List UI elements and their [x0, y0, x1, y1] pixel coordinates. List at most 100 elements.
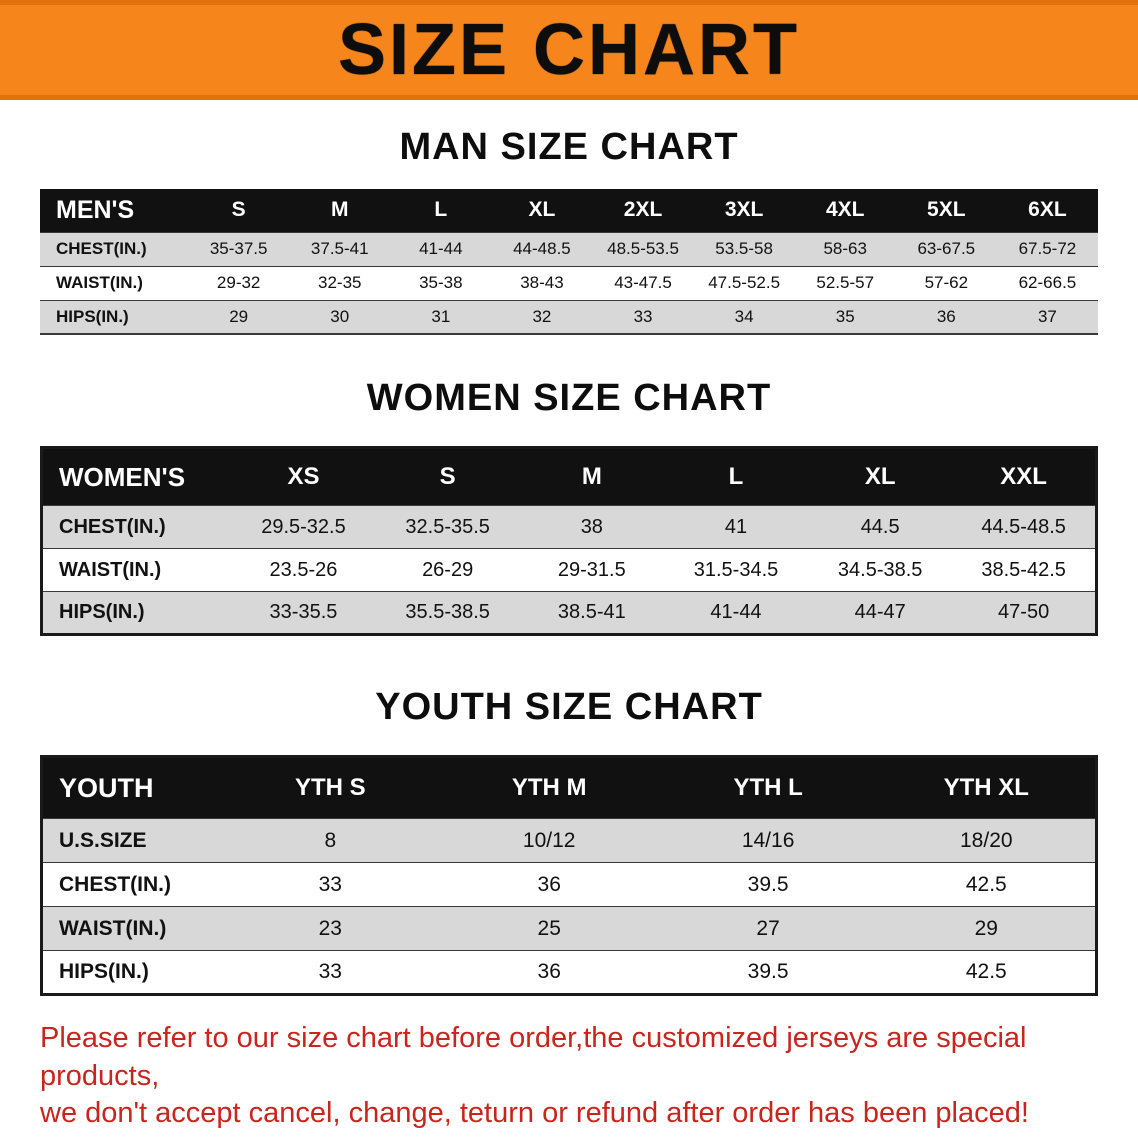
value-cell: 37	[1037, 306, 1057, 326]
row-label-cell: HIPS(IN.)	[56, 306, 129, 326]
table-row: WAIST(IN.) 23.5-26 26-29 29-31.5 31.5-34.5 34…	[41, 548, 1097, 592]
row-label-cell: CHEST(IN.)	[56, 239, 147, 258]
size-header-cell: S	[375, 447, 520, 506]
row-label-cell: WAIST(IN.)	[56, 273, 143, 292]
size-header-cell: 4XL	[794, 189, 896, 232]
value-cell: 33	[633, 306, 653, 326]
value-cell: 36	[537, 960, 561, 983]
value-cell: 33	[318, 960, 342, 983]
value-cell: 37.5-41	[310, 239, 369, 258]
value-cell: 35	[835, 306, 855, 326]
value-cell: 27	[756, 916, 780, 940]
value-cell: 36	[537, 872, 561, 896]
youth-size-table: YOUTH YTH S YTH M YTH L YTH XL U.S.SIZE 8 10/12…	[40, 755, 1098, 996]
value-cell: 23.5-26	[269, 558, 338, 581]
disclaimer-line-2: we don't accept cancel, change, teturn o…	[40, 1097, 1029, 1130]
row-label-cell: WAIST(IN.)	[59, 916, 167, 940]
size-header-cell: YTH M	[439, 756, 659, 819]
value-cell: 38.5-42.5	[981, 558, 1066, 581]
youth-size-section: YOUTH SIZE CHART YOUTH YTH S YTH M YTH L YTH…	[0, 686, 1138, 996]
men-section-heading: MAN SIZE CHART	[399, 126, 739, 168]
table-row: HIPS(IN.) 33 36 39.5 42.5	[41, 950, 1097, 995]
value-cell: 31	[431, 306, 451, 326]
value-cell: 44-47	[854, 601, 906, 623]
table-row: WAIST(IN.) 29-32 32-35 35-38 38-43 43-47.5 47.…	[40, 266, 1098, 300]
table-row: HIPS(IN.) 33-35.5 35.5-38.5 38.5-41 41-44 44-…	[41, 591, 1097, 635]
value-cell: 34.5-38.5	[837, 558, 923, 581]
row-label-cell: U.S.SIZE	[59, 828, 147, 852]
value-cell: 67.5-72	[1018, 239, 1077, 258]
value-cell: 29.5-32.5	[261, 515, 346, 538]
value-cell: 29	[974, 916, 998, 940]
value-cell: 31.5-34.5	[693, 558, 779, 581]
value-cell: 47-50	[998, 601, 1050, 623]
value-cell: 36	[936, 306, 956, 326]
size-header-cell: 3XL	[693, 189, 795, 232]
size-header-cell: XL	[808, 447, 953, 506]
youth-section-heading: YOUTH SIZE CHART	[375, 686, 763, 728]
value-cell: 39.5	[747, 872, 789, 896]
table-row: CHEST(IN.) 29.5-32.5 32.5-35.5 38 41 44.5 44.5…	[41, 505, 1097, 549]
size-header-cell: 5XL	[895, 189, 997, 232]
size-header-cell: M	[519, 447, 664, 506]
men-size-section: MAN SIZE CHART MEN'S S M L XL 2XL 3XL 4XL 5XL 6XL…	[0, 126, 1138, 335]
value-cell: 53.5-58	[715, 239, 773, 258]
table-header-row: YOUTH YTH S YTH M YTH L YTH XL	[41, 756, 1097, 819]
value-cell: 29	[229, 306, 249, 326]
table-row: WAIST(IN.) 23 25 27 29	[41, 906, 1097, 951]
size-header-cell: 2XL	[592, 189, 694, 232]
value-cell: 41	[724, 515, 748, 538]
value-cell: 62-66.5	[1018, 273, 1077, 292]
value-cell: 29-32	[216, 273, 261, 292]
value-cell: 52.5-57	[816, 273, 875, 292]
table-row: HIPS(IN.) 29 30 31 32 33 34 35 36 37	[40, 300, 1098, 334]
value-cell: 58-63	[823, 239, 867, 258]
table-title-cell: YOUTH	[41, 756, 221, 819]
value-cell: 10/12	[522, 828, 576, 852]
disclaimer-line-1: Please refer to our size chart before or…	[40, 1022, 1027, 1092]
value-cell: 44-48.5	[513, 239, 571, 258]
value-cell: 44.5-48.5	[981, 515, 1066, 538]
value-cell: 38-43	[520, 273, 564, 292]
row-label-cell: WAIST(IN.)	[59, 558, 162, 581]
size-header-cell: XS	[231, 447, 376, 506]
size-header-cell: YTH S	[220, 756, 440, 819]
value-cell: 14/16	[741, 828, 795, 852]
value-cell: 33-35.5	[269, 601, 338, 623]
value-cell: 57-62	[924, 273, 969, 292]
value-cell: 39.5	[747, 960, 789, 983]
value-cell: 8	[324, 828, 337, 852]
size-header-cell: 6XL	[996, 189, 1098, 232]
value-cell: 23	[318, 916, 342, 940]
size-header-cell: M	[289, 189, 391, 232]
size-header-cell: XXL	[952, 447, 1097, 506]
row-label-cell: CHEST(IN.)	[59, 515, 166, 538]
table-row: CHEST(IN.) 35-37.5 37.5-41 41-44 44-48.5 48.5…	[40, 232, 1098, 266]
table-header-row: WOMEN'S XS S M L XL XXL	[41, 447, 1097, 506]
value-cell: 48.5-53.5	[607, 239, 679, 258]
value-cell: 35-38	[419, 273, 463, 292]
value-cell: 29-31.5	[557, 558, 626, 581]
table-title-cell: MEN'S	[40, 189, 189, 232]
value-cell: 43-47.5	[614, 273, 672, 292]
value-cell: 34	[734, 306, 754, 326]
size-chart-content: MAN SIZE CHART MEN'S S M L XL 2XL 3XL 4XL 5XL 6XL…	[0, 126, 1138, 1133]
value-cell: 32	[532, 306, 552, 326]
value-cell: 26-29	[422, 558, 474, 581]
women-size-table: WOMEN'S XS S M L XL XXL CHEST(IN.) 29.5-32.5 32.5…	[40, 446, 1098, 636]
value-cell: 44.5	[860, 515, 900, 538]
table-row: U.S.SIZE 8 10/12 14/16 18/20	[41, 818, 1097, 863]
size-header-cell: XL	[491, 189, 593, 232]
value-cell: 41-44	[419, 239, 463, 258]
table-row: CHEST(IN.) 33 36 39.5 42.5	[41, 862, 1097, 907]
value-cell: 35-37.5	[209, 239, 268, 258]
value-cell: 32.5-35.5	[405, 515, 490, 538]
size-header-cell: YTH L	[658, 756, 878, 819]
value-cell: 30	[330, 306, 350, 326]
banner-title: SIZE CHART	[338, 10, 800, 90]
value-cell: 63-67.5	[917, 239, 976, 258]
value-cell: 38	[580, 515, 603, 538]
value-cell: 47.5-52.5	[708, 273, 781, 292]
men-size-table: MEN'S S M L XL 2XL 3XL 4XL 5XL 6XL CHEST(IN.) 35-37…	[40, 189, 1098, 335]
value-cell: 35.5-38.5	[405, 601, 490, 623]
